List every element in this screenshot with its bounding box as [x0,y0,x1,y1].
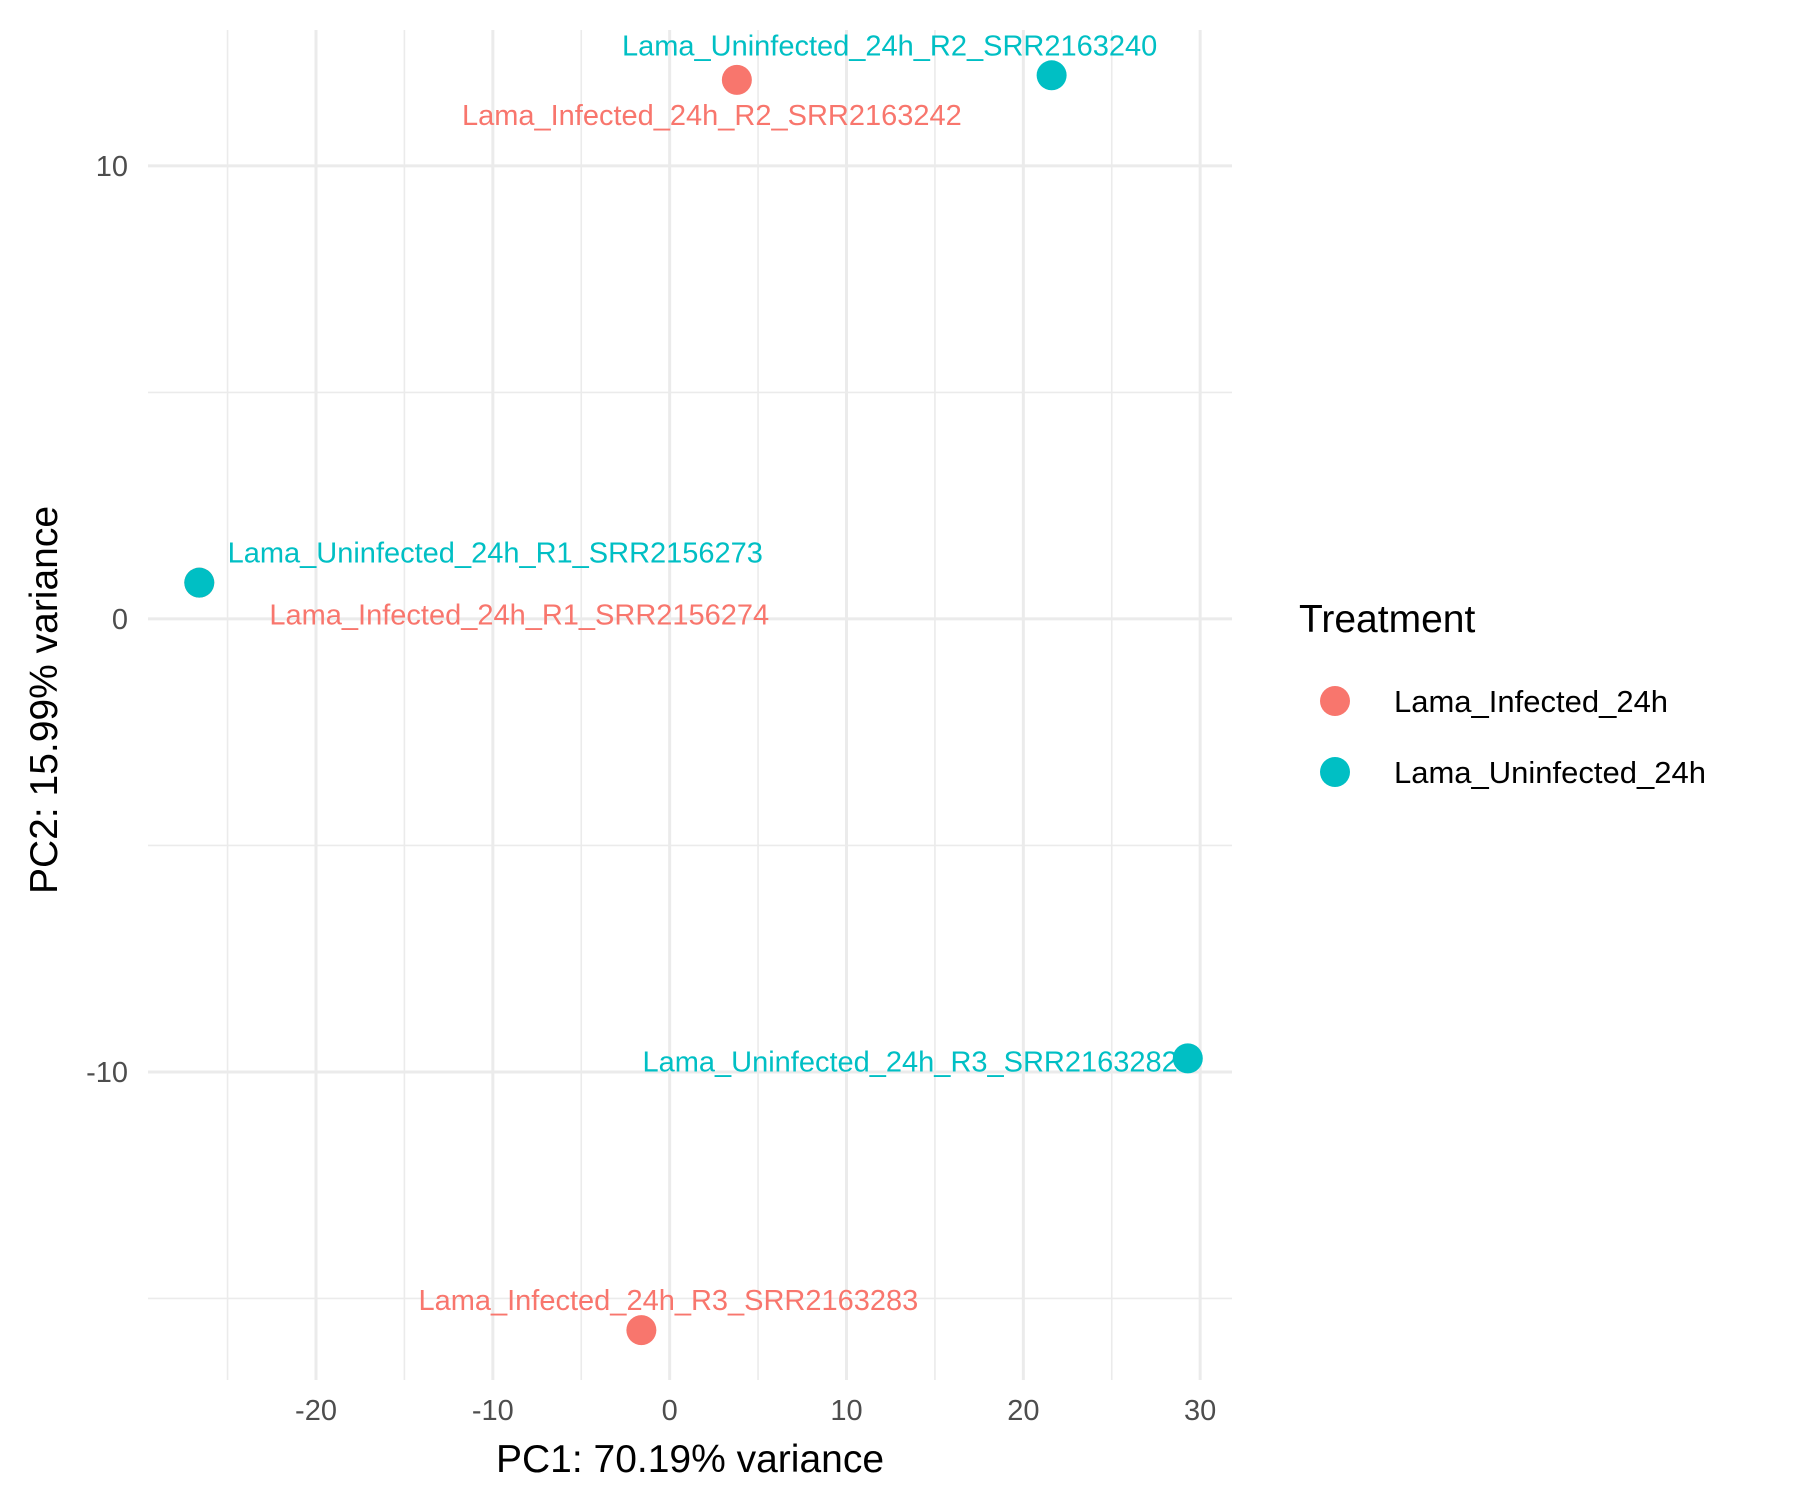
x-tick-label: -20 [295,1395,337,1427]
legend: Treatment Lama_Infected_24h Lama_Uninfect… [1299,598,1706,790]
x-axis-ticks: -20 -10 0 10 20 30 [295,1395,1216,1427]
data-point [626,1315,657,1346]
legend-key [1320,686,1350,716]
y-tick-label: 0 [112,604,128,636]
y-tick-label: -10 [86,1057,128,1089]
legend-label: Lama_Infected_24h [1394,684,1668,719]
point-label: Lama_Uninfected_24h_R1_SRR2156273 [228,538,763,570]
point-label: Lama_Uninfected_24h_R3_SRR2163282 [642,1046,1177,1078]
x-tick-label: 20 [1007,1395,1039,1427]
point-label: Lama_Infected_24h_R2_SRR2163242 [462,100,962,132]
data-point [1172,1043,1203,1074]
legend-label: Lama_Uninfected_24h [1394,755,1706,790]
data-point [721,64,752,95]
point-labels: Lama_Infected_24h_R2_SRR2163242 Lama_Infe… [228,30,1178,1317]
y-axis-ticks: -10 0 10 [86,151,128,1089]
x-tick-label: 10 [830,1395,862,1427]
data-point [184,567,215,598]
legend-key [1320,757,1350,787]
x-tick-label: 0 [662,1395,678,1427]
legend-title: Treatment [1299,598,1475,641]
point-label: Lama_Infected_24h_R3_SRR2163283 [418,1285,918,1317]
y-tick-label: 10 [96,151,128,183]
x-tick-label: 30 [1184,1395,1216,1427]
x-tick-label: -10 [472,1395,514,1427]
point-label: Lama_Uninfected_24h_R2_SRR2163240 [622,30,1157,62]
grid [148,30,1232,1380]
data-point [1036,60,1067,91]
x-axis-title: PC1: 70.19% variance [496,1438,884,1481]
point-label: Lama_Infected_24h_R1_SRR2156274 [269,600,769,632]
data-points [184,60,1203,1346]
y-axis-title: PC2: 15.99% variance [23,506,66,894]
